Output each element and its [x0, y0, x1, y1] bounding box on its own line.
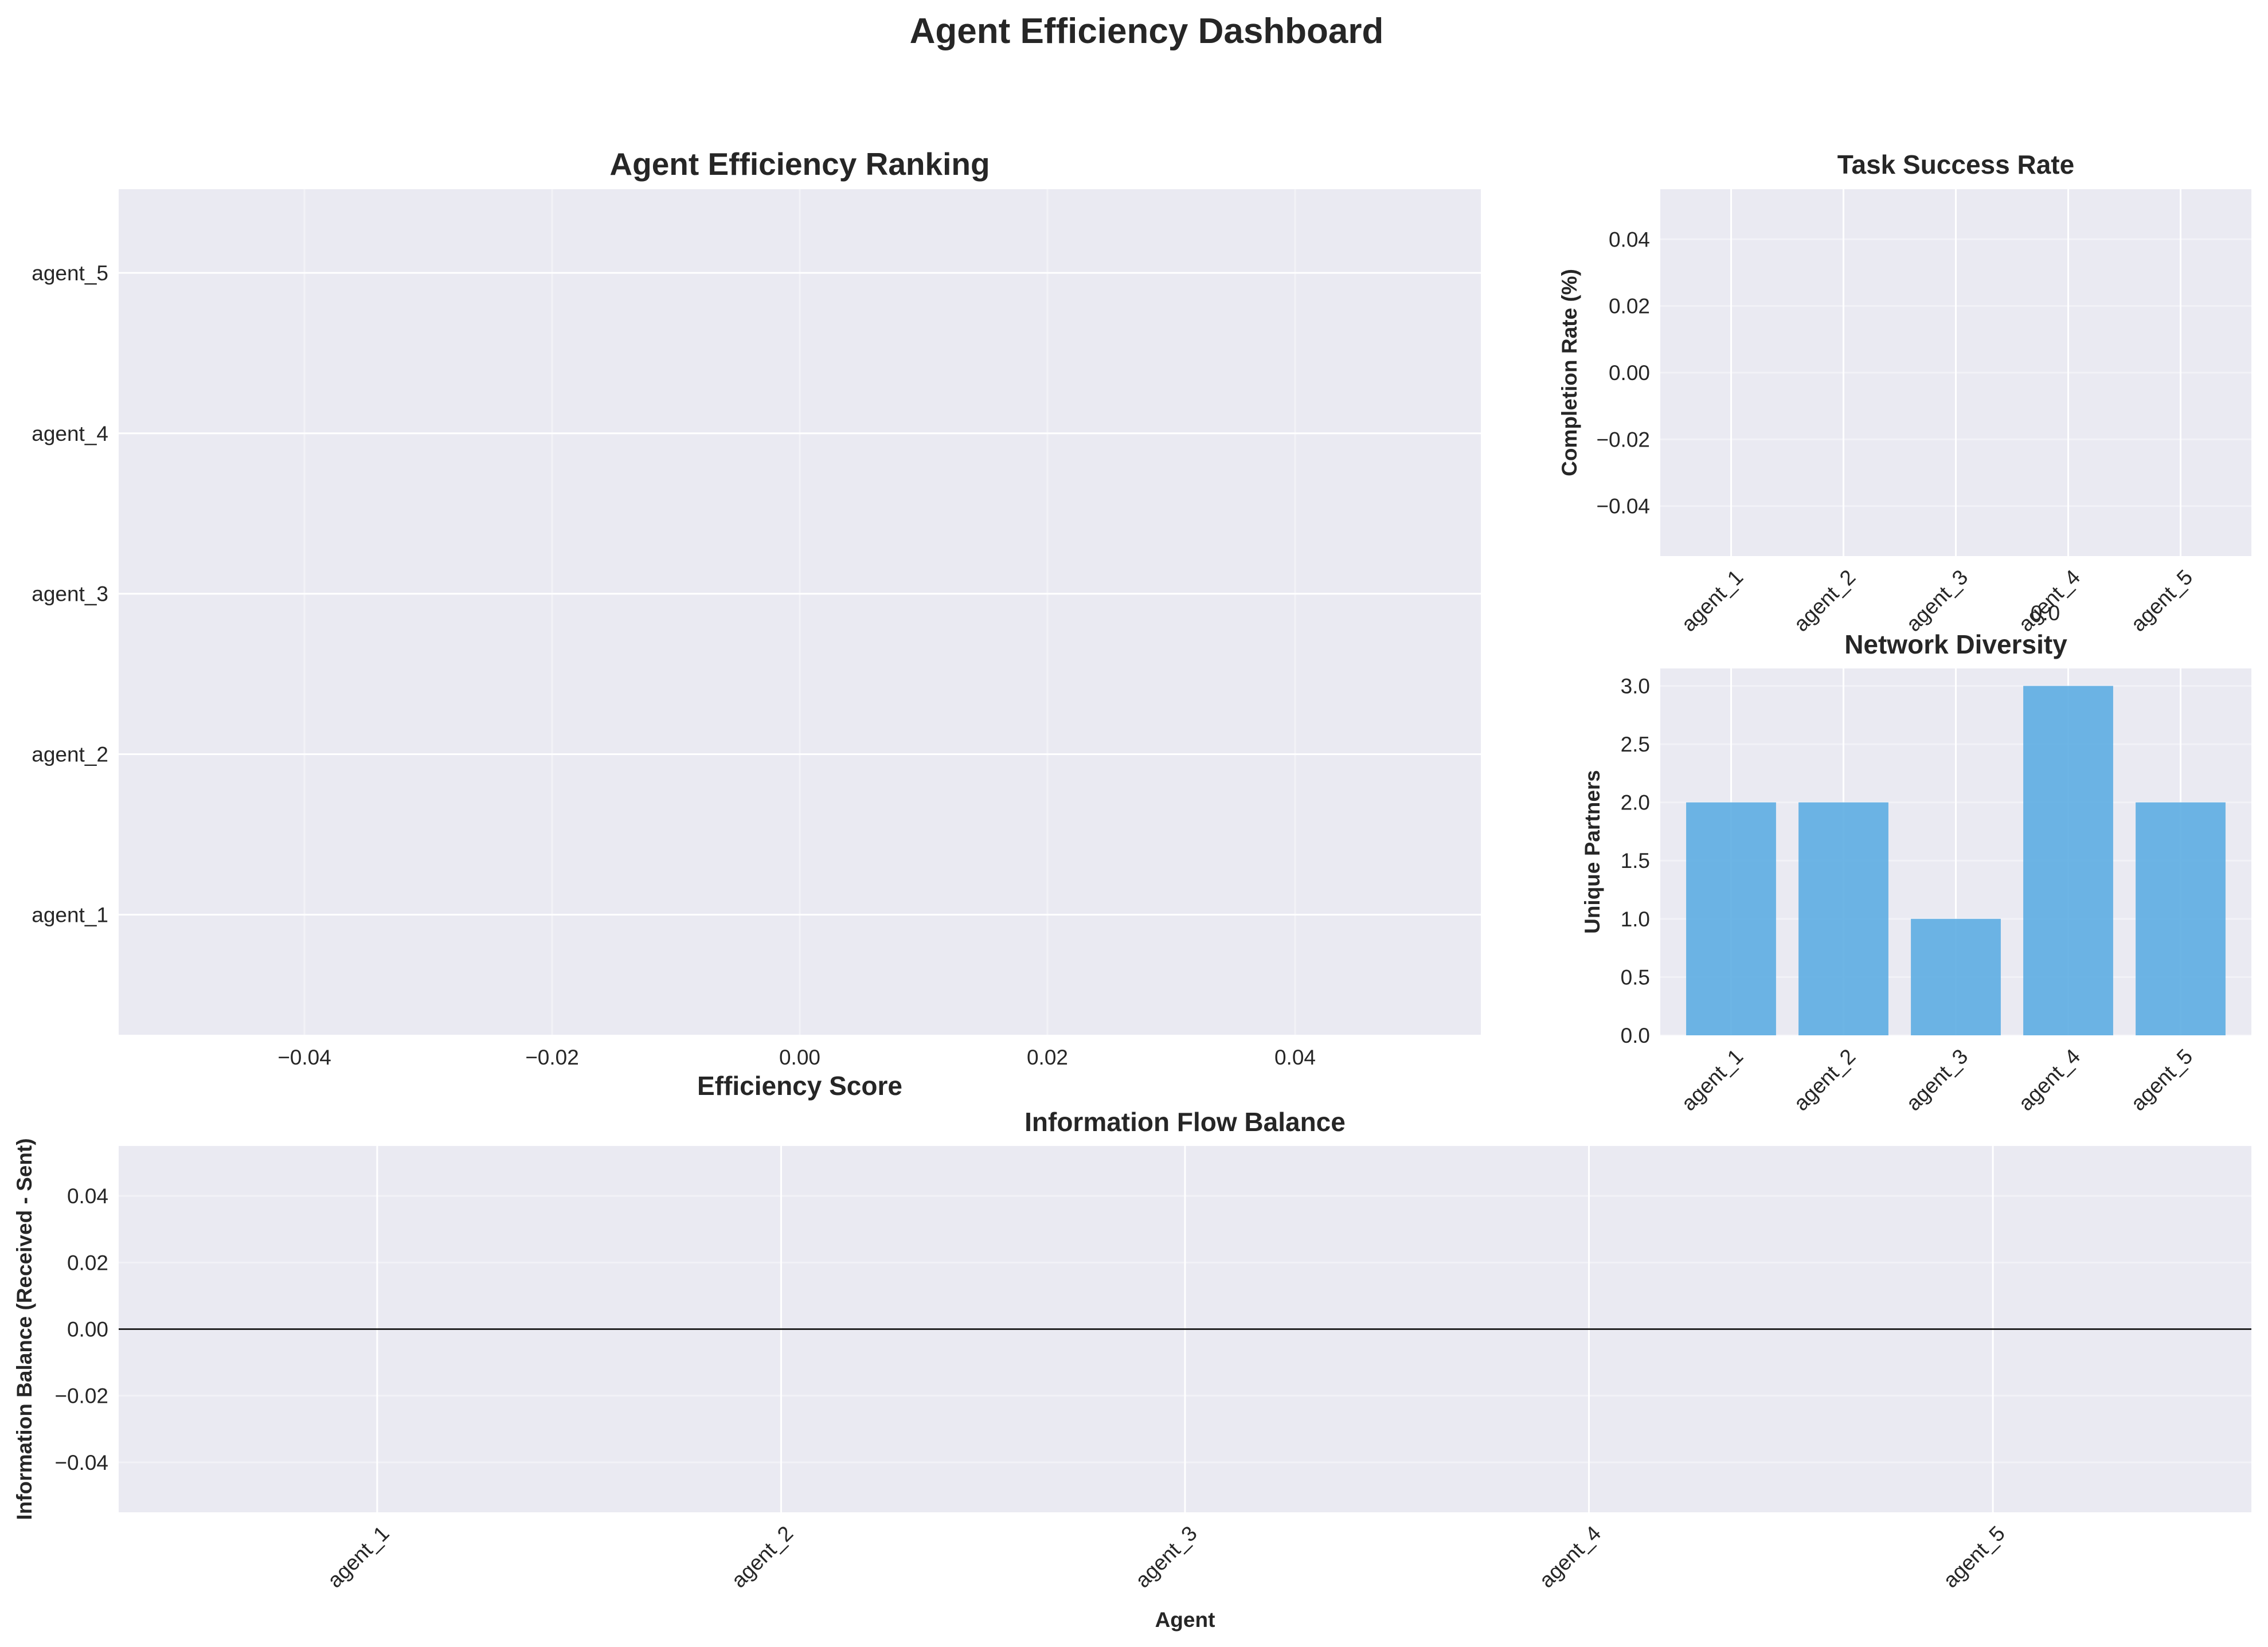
success-ytick-label: −0.04 — [1596, 495, 1650, 518]
success-ytick-label: 0.00 — [1609, 361, 1650, 385]
diversity-ytick-label: 1.5 — [1621, 849, 1650, 873]
diversity-category-label: agent_1 — [1677, 1044, 1748, 1116]
ranking-xlabel: Efficiency Score — [697, 1071, 902, 1101]
ranking-category-label: agent_1 — [32, 903, 108, 926]
balance-category-label: agent_2 — [727, 1521, 798, 1593]
dashboard-title: Agent Efficiency Dashboard — [910, 11, 1384, 51]
diversity-category-label: agent_5 — [2126, 1044, 2197, 1116]
success-category-label: agent_4 — [2014, 565, 2085, 636]
balance-xlabel: Agent — [1155, 1608, 1215, 1632]
ranking-category-label: agent_5 — [32, 261, 108, 285]
success-category-label: agent_1 — [1677, 565, 1748, 636]
ranking-category-label: agent_4 — [32, 422, 108, 445]
ranking-chart: −0.04 −0.02 0.00 0.02 0.04 agent_1 agent_2 agen… — [32, 146, 1481, 1101]
balance-title: Information Flow Balance — [1024, 1107, 1346, 1137]
diversity-category-label: agent_4 — [2014, 1044, 2085, 1116]
diversity-ytick-label: 3.0 — [1621, 674, 1650, 698]
balance-category-label: agent_4 — [1535, 1521, 1606, 1593]
success-chart: −0.04 −0.02 0.00 0.02 0.04 agent_1 agent_2 agen… — [1558, 150, 2251, 636]
diversity-category-label: agent_3 — [1902, 1044, 1973, 1116]
success-ylabel: Completion Rate (%) — [1558, 269, 1581, 476]
diversity-ytick-label: 2.5 — [1621, 733, 1650, 756]
balance-category-label: agent_3 — [1131, 1521, 1202, 1593]
ranking-category-label: agent_2 — [32, 743, 108, 766]
balance-ytick-label: 0.04 — [67, 1184, 108, 1208]
diversity-bar — [2136, 802, 2226, 1035]
diversity-bar — [2023, 686, 2113, 1035]
balance-ytick-label: 0.00 — [67, 1318, 108, 1341]
ranking-xtick-label: 0.04 — [1274, 1046, 1316, 1069]
success-category-label: agent_3 — [1902, 565, 1973, 636]
ranking-category-label: agent_3 — [32, 582, 108, 606]
success-ytick-label: 0.04 — [1609, 228, 1650, 251]
ranking-xtick-label: −0.02 — [525, 1046, 579, 1069]
diversity-bar — [1686, 802, 1776, 1035]
balance-ytick-label: −0.04 — [54, 1451, 108, 1474]
diversity-ytick-label: 0.0 — [1621, 1024, 1650, 1047]
balance-category-label: agent_1 — [323, 1521, 394, 1593]
balance-ylabel: Information Balance (Received - Sent) — [13, 1138, 36, 1520]
success-ytick-label: −0.02 — [1596, 428, 1650, 451]
ranking-xtick-label: 0.02 — [1027, 1046, 1068, 1069]
axes-layer: −0.04 −0.02 0.00 0.02 0.04agent_1agent_2agen… — [13, 146, 2251, 1632]
diversity-chart: 0.0 0.5 1.0 1.5 2.0 2.5 3.0 agent_1 agent_2 agent… — [1581, 629, 2251, 1115]
diversity-ytick-label: 2.0 — [1621, 791, 1650, 815]
balance-category-label: agent_5 — [1938, 1521, 2009, 1593]
ranking-plot-area — [119, 189, 1481, 1035]
success-title: Task Success Rate — [1837, 150, 2074, 179]
ranking-title: Agent Efficiency Ranking — [609, 146, 990, 182]
success-category-label: agent_5 — [2126, 565, 2197, 636]
diversity-category-label: agent_2 — [1789, 1044, 1860, 1116]
success-annotation: 0.0 — [2031, 601, 2060, 625]
diversity-bar — [1798, 802, 1888, 1035]
diversity-bar — [1911, 918, 2001, 1035]
diversity-title: Network Diversity — [1844, 629, 2067, 659]
success-ytick-label: 0.02 — [1609, 295, 1650, 318]
success-category-label: agent_2 — [1789, 565, 1860, 636]
balance-chart: −0.04 −0.02 0.00 0.02 0.04 agent_1 agent_2 agen… — [13, 1107, 2251, 1632]
diversity-ytick-label: 0.5 — [1621, 965, 1650, 989]
diversity-ytick-label: 1.0 — [1621, 907, 1650, 931]
ranking-xtick-label: −0.04 — [277, 1046, 331, 1069]
balance-ytick-label: 0.02 — [67, 1251, 108, 1274]
balance-ytick-label: −0.02 — [54, 1384, 108, 1408]
ranking-xtick-label: 0.00 — [779, 1046, 820, 1069]
diversity-ylabel: Unique Partners — [1581, 770, 1604, 934]
